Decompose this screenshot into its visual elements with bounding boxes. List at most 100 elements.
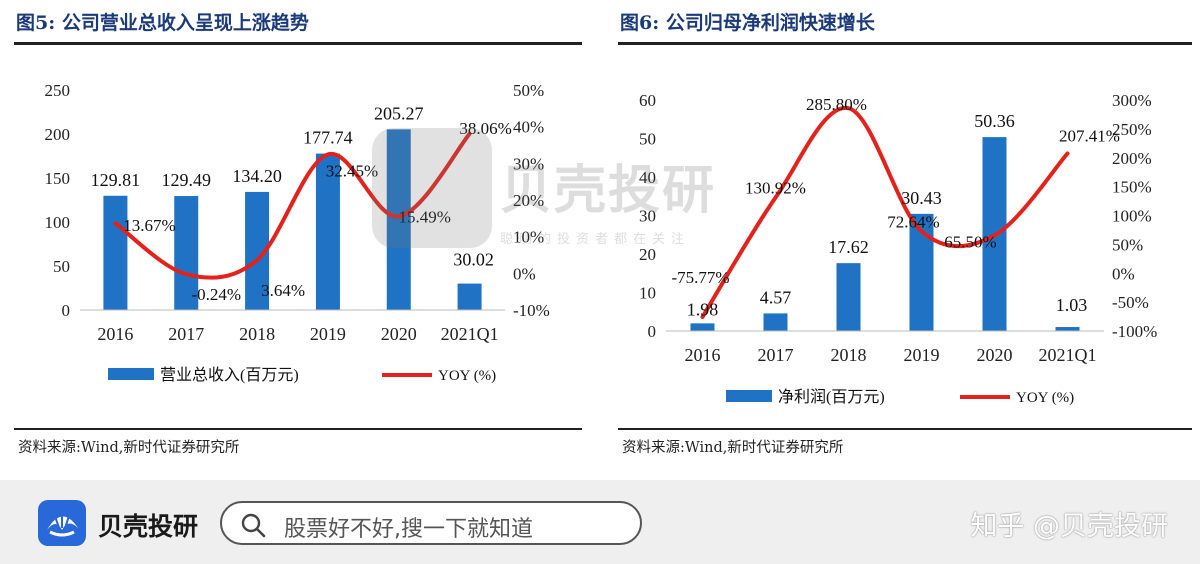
x-tick-label: 2018	[239, 324, 275, 344]
brand-name[interactable]: 贝壳投研	[98, 512, 199, 541]
search-placeholder: 股票好不好,搜一下就知道	[284, 517, 533, 542]
y-right-tick-label: -50%	[1112, 293, 1149, 312]
x-tick-label: 2017	[758, 345, 794, 365]
x-tick-label: 2016	[685, 345, 721, 365]
y-right-tick-label: 250%	[1112, 120, 1152, 139]
y-right-tick-label: 50%	[513, 81, 544, 100]
y-left-tick-label: 100	[45, 213, 71, 232]
y-right-tick-label: 300%	[1112, 91, 1152, 110]
bar-data-label: 30.02	[453, 250, 494, 270]
figure-5-top-rule	[14, 42, 582, 45]
yoy-data-label: 15.49%	[399, 208, 451, 227]
x-tick-label: 2017	[168, 324, 204, 344]
figure-5-chart: 0 50 100 150 200 250 -10% 0% 10% 20% 30% 40% 50% 2016…	[45, 81, 550, 384]
legend-bar-label: 净利润(百万元)	[778, 388, 885, 406]
bar	[103, 195, 128, 310]
y-right-tick-label: -10%	[513, 301, 550, 320]
zhihu-handle: 知乎 @贝壳投研	[970, 511, 1168, 542]
y-left-tick-label: 60	[639, 91, 656, 110]
bar	[836, 263, 861, 331]
figure-5-source: 资料来源:Wind,新时代证券研究所	[18, 440, 240, 456]
x-tick-label: 2018	[831, 345, 867, 365]
yoy-data-label: -0.24%	[191, 285, 241, 304]
search-icon	[241, 513, 266, 538]
footer-bar: 贝壳投研 股票好不好,搜一下就知道 知乎 @贝壳投研	[0, 480, 1200, 564]
yoy-data-label: 72.64%	[887, 212, 939, 231]
yoy-line	[700, 106, 1070, 320]
bar	[763, 313, 788, 331]
x-tick-label: 2019	[310, 324, 346, 344]
figure-6-title: 图6: 公司归母净利润快速增长	[620, 12, 875, 34]
bar	[174, 196, 199, 310]
yoy-data-label: 13.67%	[123, 216, 175, 235]
bar-data-label: 50.36	[974, 111, 1015, 131]
figure-6-source: 资料来源:Wind,新时代证券研究所	[622, 440, 844, 456]
x-tick-label: 2020	[381, 324, 417, 344]
y-left-tick-label: 0	[648, 322, 657, 341]
x-tick-label: 2021Q1	[1039, 345, 1097, 365]
legend-line-label: YOY (%)	[1016, 390, 1074, 406]
y-right-tick-label: 100%	[1112, 207, 1152, 226]
figure-6-panel: 图6: 公司归母净利润快速增长 0 10 20 30 40 50 60 -100% -50% 0%…	[604, 0, 1200, 470]
legend-line-label: YOY (%)	[438, 368, 496, 384]
figure-5-title: 图5: 公司营业总收入呈现上涨趋势	[16, 12, 309, 34]
x-tick-label: 2020	[977, 345, 1013, 365]
y-right-tick-label: 30%	[513, 154, 544, 173]
bar-data-label: 134.20	[232, 166, 282, 186]
y-left-tick-label: 150	[45, 169, 71, 188]
y-left-tick-label: 30	[639, 207, 656, 226]
yoy-data-label: 130.92%	[745, 179, 806, 198]
legend-bar-swatch	[108, 368, 154, 380]
y-right-tick-label: 10%	[513, 228, 544, 247]
bar-data-label: 177.74	[303, 128, 353, 148]
figure-6-top-rule	[618, 42, 1192, 45]
bar	[457, 283, 482, 310]
y-left-tick-label: 10	[639, 284, 656, 303]
figure-5-panel: 图5: 公司营业总收入呈现上涨趋势 0 50 100 150 200 250 -10% 0% 1…	[0, 0, 590, 470]
search-input[interactable]: 股票好不好,搜一下就知道	[220, 501, 642, 545]
legend-bar-label: 营业总收入(百万元)	[160, 366, 299, 384]
bar-data-label: 129.81	[91, 170, 141, 190]
yoy-data-label: 32.45%	[326, 161, 378, 180]
yoy-data-label: 207.41%	[1059, 126, 1120, 145]
y-right-tick-label: -100%	[1112, 322, 1157, 341]
bar-data-label: 30.43	[901, 188, 942, 208]
bar	[1055, 327, 1080, 331]
y-right-tick-label: 0%	[1112, 264, 1135, 283]
bar-data-label: 129.49	[162, 170, 212, 190]
bar-data-label: 17.62	[828, 237, 869, 257]
bar-data-label: 1.98	[687, 299, 719, 319]
y-left-tick-label: 50	[639, 130, 656, 149]
y-left-tick-label: 50	[53, 257, 70, 276]
bar	[386, 129, 411, 310]
y-right-tick-label: 150%	[1112, 178, 1152, 197]
y-left-tick-label: 200	[45, 125, 71, 144]
yoy-data-label: -75.77%	[671, 268, 729, 287]
bar	[315, 153, 340, 310]
yoy-data-label: 3.64%	[261, 281, 305, 300]
bar	[245, 191, 270, 310]
yoy-data-label: 285.80%	[806, 95, 867, 114]
bar-data-label: 1.03	[1056, 295, 1088, 315]
figure-6-bottom-rule	[618, 428, 1192, 430]
x-tick-label: 2021Q1	[441, 324, 499, 344]
bar	[690, 323, 715, 331]
yoy-data-label: 65.50%	[944, 232, 996, 251]
y-right-tick-label: 40%	[513, 118, 544, 137]
shell-logo-icon[interactable]	[38, 500, 86, 546]
figure-5-bottom-rule	[14, 428, 582, 430]
figure-6-chart: 0 10 20 30 40 50 60 -100% -50% 0% 50% 100% 150% 200% 2…	[639, 91, 1157, 406]
y-right-tick-label: 0%	[513, 264, 536, 283]
bar-data-label: 205.27	[374, 103, 424, 123]
y-left-tick-label: 250	[45, 81, 71, 100]
bar-data-label: 4.57	[760, 287, 792, 307]
legend-bar-swatch	[726, 390, 772, 402]
y-left-tick-label: 0	[62, 301, 71, 320]
yoy-data-label: 38.06%	[459, 119, 511, 138]
yoy-line	[113, 131, 472, 280]
y-right-tick-label: 20%	[513, 191, 544, 210]
x-tick-label: 2016	[97, 324, 133, 344]
y-left-tick-label: 40	[639, 168, 656, 187]
y-left-tick-label: 20	[639, 245, 656, 264]
x-tick-label: 2019	[904, 345, 940, 365]
